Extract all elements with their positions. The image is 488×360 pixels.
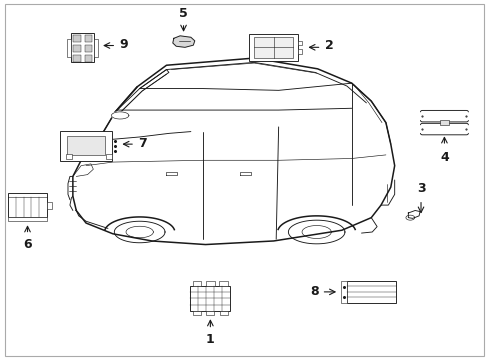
Text: 5: 5 [179, 8, 187, 21]
Bar [67, 40, 71, 57]
Polygon shape [407, 211, 419, 219]
Bar [94, 40, 98, 57]
Bar [193, 311, 201, 315]
Bar [105, 154, 111, 159]
Text: 3: 3 [416, 182, 425, 195]
Bar [47, 202, 52, 209]
Bar [8, 193, 47, 217]
Bar [346, 281, 395, 303]
Bar [71, 33, 94, 62]
FancyBboxPatch shape [420, 123, 468, 135]
Text: 8: 8 [309, 285, 318, 298]
Bar [298, 41, 302, 45]
Bar [73, 35, 81, 42]
Bar [340, 281, 346, 303]
FancyBboxPatch shape [420, 111, 468, 122]
Bar [254, 37, 293, 58]
Bar [67, 136, 105, 156]
Bar [73, 55, 81, 62]
Text: 1: 1 [205, 333, 214, 346]
Bar [192, 282, 201, 286]
Circle shape [417, 113, 427, 120]
Bar [8, 217, 47, 221]
Bar [205, 282, 214, 286]
Bar [84, 45, 92, 52]
Polygon shape [73, 58, 394, 244]
Circle shape [461, 113, 470, 120]
Bar [219, 311, 227, 315]
Text: 4: 4 [439, 150, 448, 163]
Bar [84, 55, 92, 62]
Bar [439, 120, 448, 126]
Text: 6: 6 [23, 238, 32, 251]
Bar [190, 286, 230, 311]
Bar [73, 45, 81, 52]
Circle shape [461, 126, 470, 133]
Polygon shape [172, 36, 194, 47]
Bar [61, 131, 111, 161]
Text: 7: 7 [138, 136, 147, 149]
Text: 9: 9 [120, 38, 128, 51]
Circle shape [417, 126, 427, 133]
Bar [249, 34, 298, 61]
Bar [84, 35, 92, 42]
Bar [298, 49, 302, 54]
Polygon shape [111, 112, 129, 119]
Bar [66, 154, 72, 159]
Text: 2: 2 [325, 39, 333, 52]
Bar [206, 311, 214, 315]
Bar [219, 282, 227, 286]
